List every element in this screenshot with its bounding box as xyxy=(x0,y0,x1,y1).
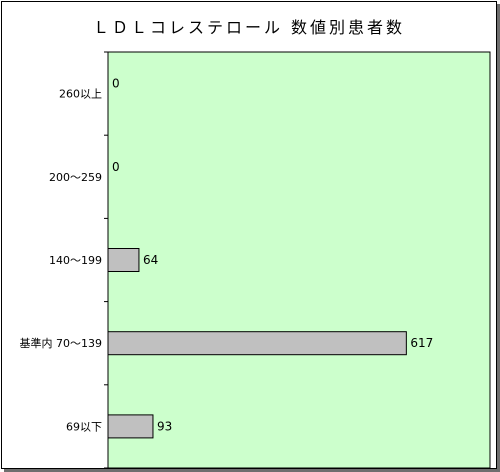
category-label: 200～259 xyxy=(49,171,102,184)
data-label: 64 xyxy=(143,253,158,267)
chart-marks: 260以上 0 200～259 0 140～199 64 基準内 70～139 617 69以下… xyxy=(20,51,433,468)
category-label: 260以上 xyxy=(59,88,102,101)
plot-area xyxy=(107,51,491,468)
chart-title: ＬＤＬコレステロール 数値別患者数 xyxy=(92,18,406,37)
data-label: 0 xyxy=(112,160,120,174)
bar xyxy=(107,414,154,439)
bar xyxy=(107,248,140,272)
chart-svg: 260以上 0 200～259 0 140～199 64 基準内 70～139 617 69以下… xyxy=(20,51,491,468)
category-label: 69以下 xyxy=(66,420,102,433)
category-label: 基準内 70～139 xyxy=(20,336,103,350)
data-label: 0 xyxy=(112,77,120,91)
bar xyxy=(107,331,407,356)
data-label: 617 xyxy=(410,336,433,350)
data-label: 93 xyxy=(157,419,172,433)
category-label: 140～199 xyxy=(49,254,102,267)
